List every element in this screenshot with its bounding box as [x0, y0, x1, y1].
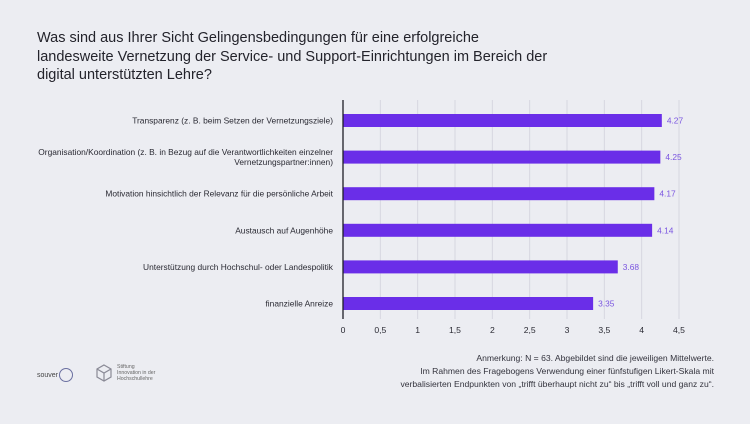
title-line: landesweite Vernetzung der Service- und … — [37, 48, 548, 65]
category-label: Austausch auf Augenhöhe — [235, 225, 333, 235]
category-label: finanzielle Anreize — [265, 299, 333, 309]
footnote: Anmerkung: N = 63. Abgebildet sind die j… — [294, 352, 714, 392]
cube-icon — [96, 364, 112, 382]
x-tick-label: 3,5 — [598, 325, 610, 335]
bar — [343, 114, 662, 127]
x-tick-label: 0,5 — [374, 325, 386, 335]
x-tick-label: 4 — [639, 325, 644, 335]
x-tick-label: 1 — [415, 325, 420, 335]
bar — [343, 297, 594, 310]
category-label: Motivation hinsichtlich der Relevanz für… — [105, 189, 333, 199]
chart-title: Was sind aus Ihrer Sicht Gelingensbeding… — [37, 29, 557, 85]
bar — [343, 187, 655, 201]
footnote-line: Im Rahmen des Fragebogens Verwendung ein… — [420, 366, 714, 377]
data-label: 4.14 — [657, 225, 674, 235]
data-label: 4.17 — [659, 189, 676, 199]
data-label: 4.25 — [665, 152, 682, 162]
x-tick-label: 0 — [341, 325, 346, 335]
stiftung-line: Stiftung — [117, 364, 135, 370]
x-tick-label: 2 — [490, 325, 495, 335]
souver-logo-text: souver — [37, 371, 59, 379]
data-label: 4.27 — [667, 116, 684, 126]
x-tick-label: 4,5 — [673, 325, 685, 335]
x-tick-label: 3 — [565, 325, 570, 335]
x-tick-label: 2,5 — [524, 325, 536, 335]
category-label: Organisation/Koordination (z. B. in Bezu… — [38, 147, 333, 157]
footnote-line: verbalisierten Endpunkten von „trifft üb… — [400, 379, 714, 390]
bar — [343, 260, 618, 274]
stiftung-line: Hochschullehre — [117, 376, 153, 382]
category-label: Unterstützung durch Hochschul- oder Land… — [143, 262, 334, 272]
title-line: digital unterstützten Lehre? — [37, 67, 212, 83]
title-line: Was sind aus Ihrer Sicht Gelingensbeding… — [37, 30, 479, 46]
bar — [343, 223, 653, 237]
stiftung-logo-text: Stiftung Innovation in der Hochschullehr… — [117, 364, 177, 382]
category-label: Vernetzungspartner:innen) — [234, 157, 333, 167]
souver-logo: souver — [37, 368, 74, 382]
data-label: 3.35 — [598, 299, 615, 309]
stiftung-line: Innovation in der — [117, 370, 156, 376]
category-label: Transparenz (z. B. beim Setzen der Verne… — [132, 116, 333, 126]
data-label: 3.68 — [623, 262, 640, 272]
bar — [343, 150, 661, 164]
x-tick-label: 1,5 — [449, 325, 461, 335]
ring-icon — [59, 368, 74, 382]
footnote-line: Anmerkung: N = 63. Abgebildet sind die j… — [476, 353, 714, 363]
logo-area: souver Stiftung Innovation in der Hochsc… — [37, 362, 177, 388]
